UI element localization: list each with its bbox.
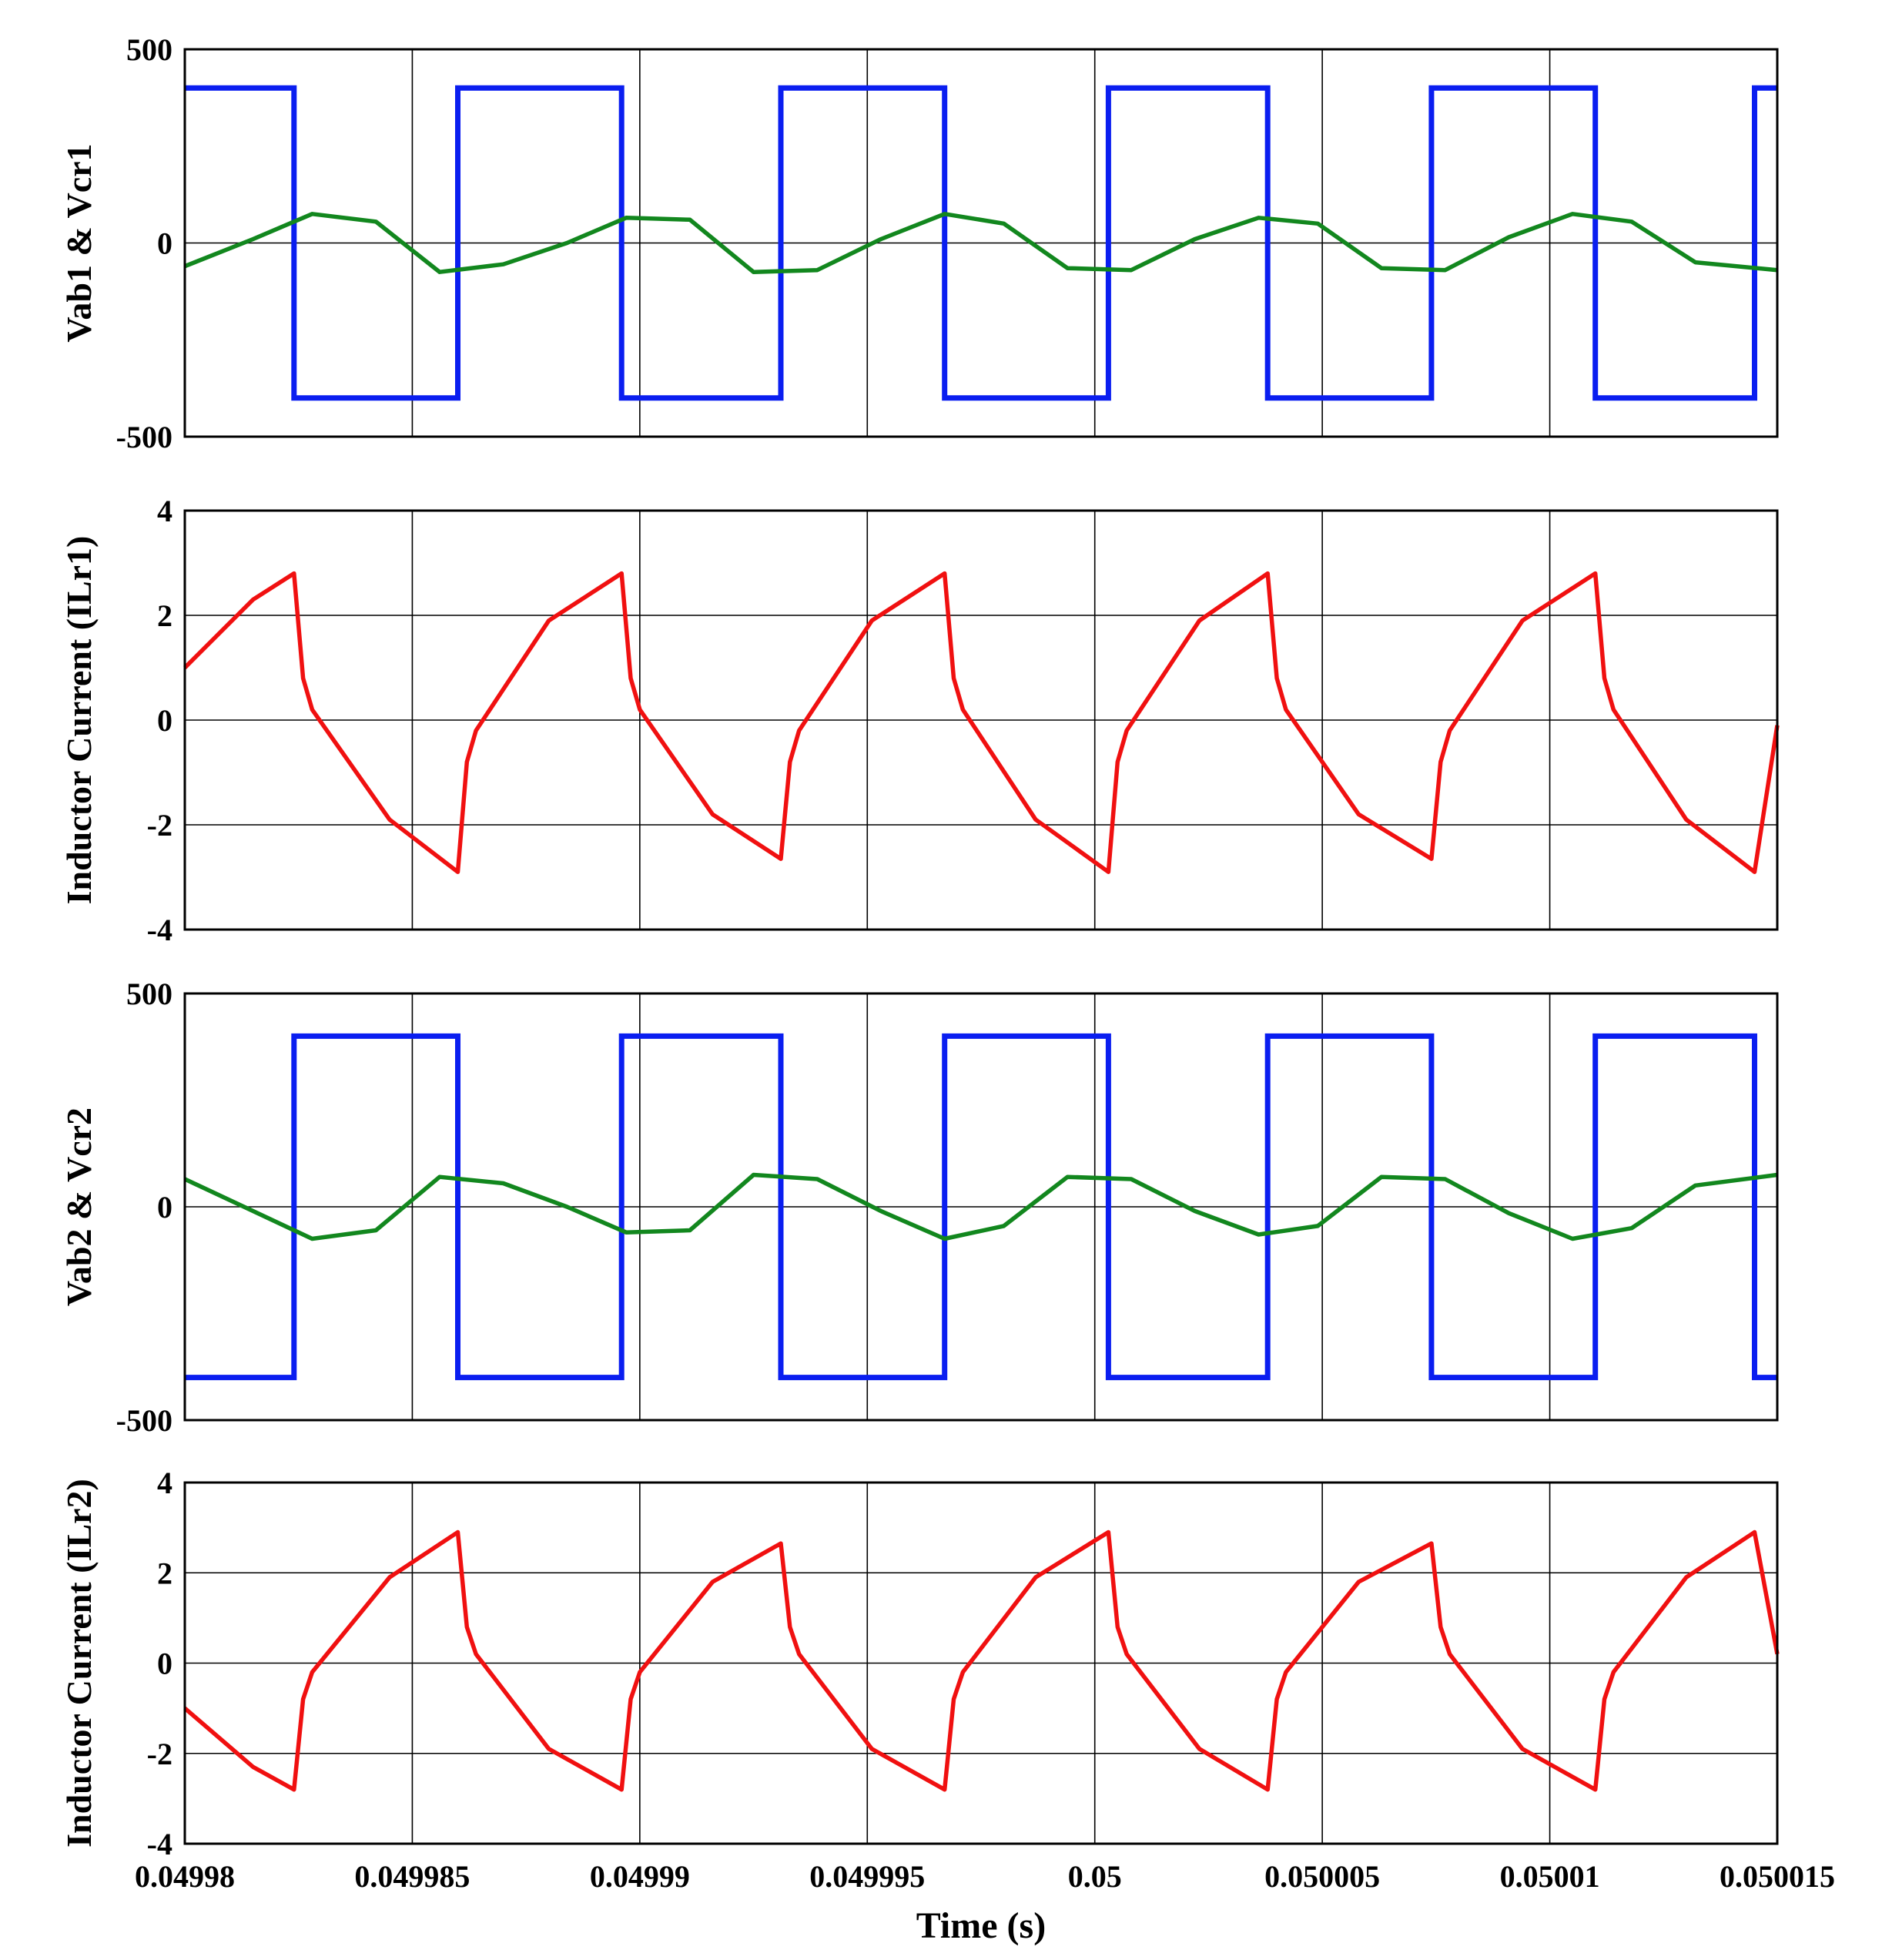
x-tick-label: 0.04998 bbox=[135, 1859, 235, 1894]
series-vab2 bbox=[185, 1033, 1777, 1381]
series-vab1 bbox=[185, 85, 1777, 401]
y-tick-label: 500 bbox=[126, 32, 172, 67]
x-axis-label: Time (s) bbox=[916, 1905, 1046, 1946]
plot-frame bbox=[183, 509, 1779, 931]
plot-frame bbox=[183, 48, 1779, 438]
y-tick-label: 500 bbox=[126, 977, 172, 1011]
y-tick-label: 4 bbox=[157, 1466, 172, 1500]
y-axis-label: Inductor Current (ILr1) bbox=[59, 536, 99, 905]
x-tick-label: 0.050005 bbox=[1264, 1859, 1380, 1894]
x-tick-label: 0.04999 bbox=[590, 1859, 690, 1894]
x-tick-label: 0.049995 bbox=[809, 1859, 925, 1894]
x-tick-label: 0.05 bbox=[1068, 1859, 1122, 1894]
series-ilr2 bbox=[183, 1529, 1780, 1792]
y-tick-label: -500 bbox=[116, 420, 172, 454]
y-tick-label: 0 bbox=[157, 1647, 172, 1681]
x-tick-label: 0.05001 bbox=[1500, 1859, 1600, 1894]
y-axis-label: Vab2 & Vcr2 bbox=[59, 1107, 99, 1306]
plot-frame bbox=[183, 1481, 1779, 1845]
panel-current-2: 4 2 0 -2 -4 Inductor Current (ILr2) 0.04998 0.0… bbox=[59, 1466, 1835, 1946]
x-tick-label: 0.050015 bbox=[1720, 1859, 1835, 1894]
panel-voltage-2: 500 0 -500 Vab2 & Vcr2 bbox=[59, 977, 1779, 1438]
y-axis-label: Inductor Current (ILr2) bbox=[59, 1479, 99, 1848]
y-tick-label: -4 bbox=[147, 913, 172, 947]
y-tick-label: -4 bbox=[147, 1827, 172, 1861]
y-tick-label: 2 bbox=[157, 598, 172, 633]
y-tick-label: -500 bbox=[116, 1403, 172, 1438]
plot-frame bbox=[183, 992, 1779, 1422]
series-vcr2 bbox=[183, 1172, 1778, 1241]
y-tick-label: -2 bbox=[147, 808, 172, 843]
series-vcr1 bbox=[183, 212, 1778, 274]
x-tick-label: 0.049985 bbox=[354, 1859, 470, 1894]
y-tick-label: 0 bbox=[157, 226, 172, 261]
y-tick-label: 4 bbox=[157, 494, 172, 528]
y-tick-label: 0 bbox=[157, 703, 172, 738]
y-tick-label: -2 bbox=[147, 1737, 172, 1771]
y-axis-label: Vab1 & Vcr1 bbox=[59, 143, 99, 342]
panel-voltage-1: 500 0 -500 Vab1 & Vcr1 bbox=[59, 32, 1779, 454]
y-tick-label: 0 bbox=[157, 1190, 172, 1225]
panel-current-1: 4 2 0 -2 -4 Inductor Current (ILr1) bbox=[59, 494, 1780, 947]
series-ilr1 bbox=[183, 571, 1780, 874]
y-tick-label: 2 bbox=[157, 1556, 172, 1590]
